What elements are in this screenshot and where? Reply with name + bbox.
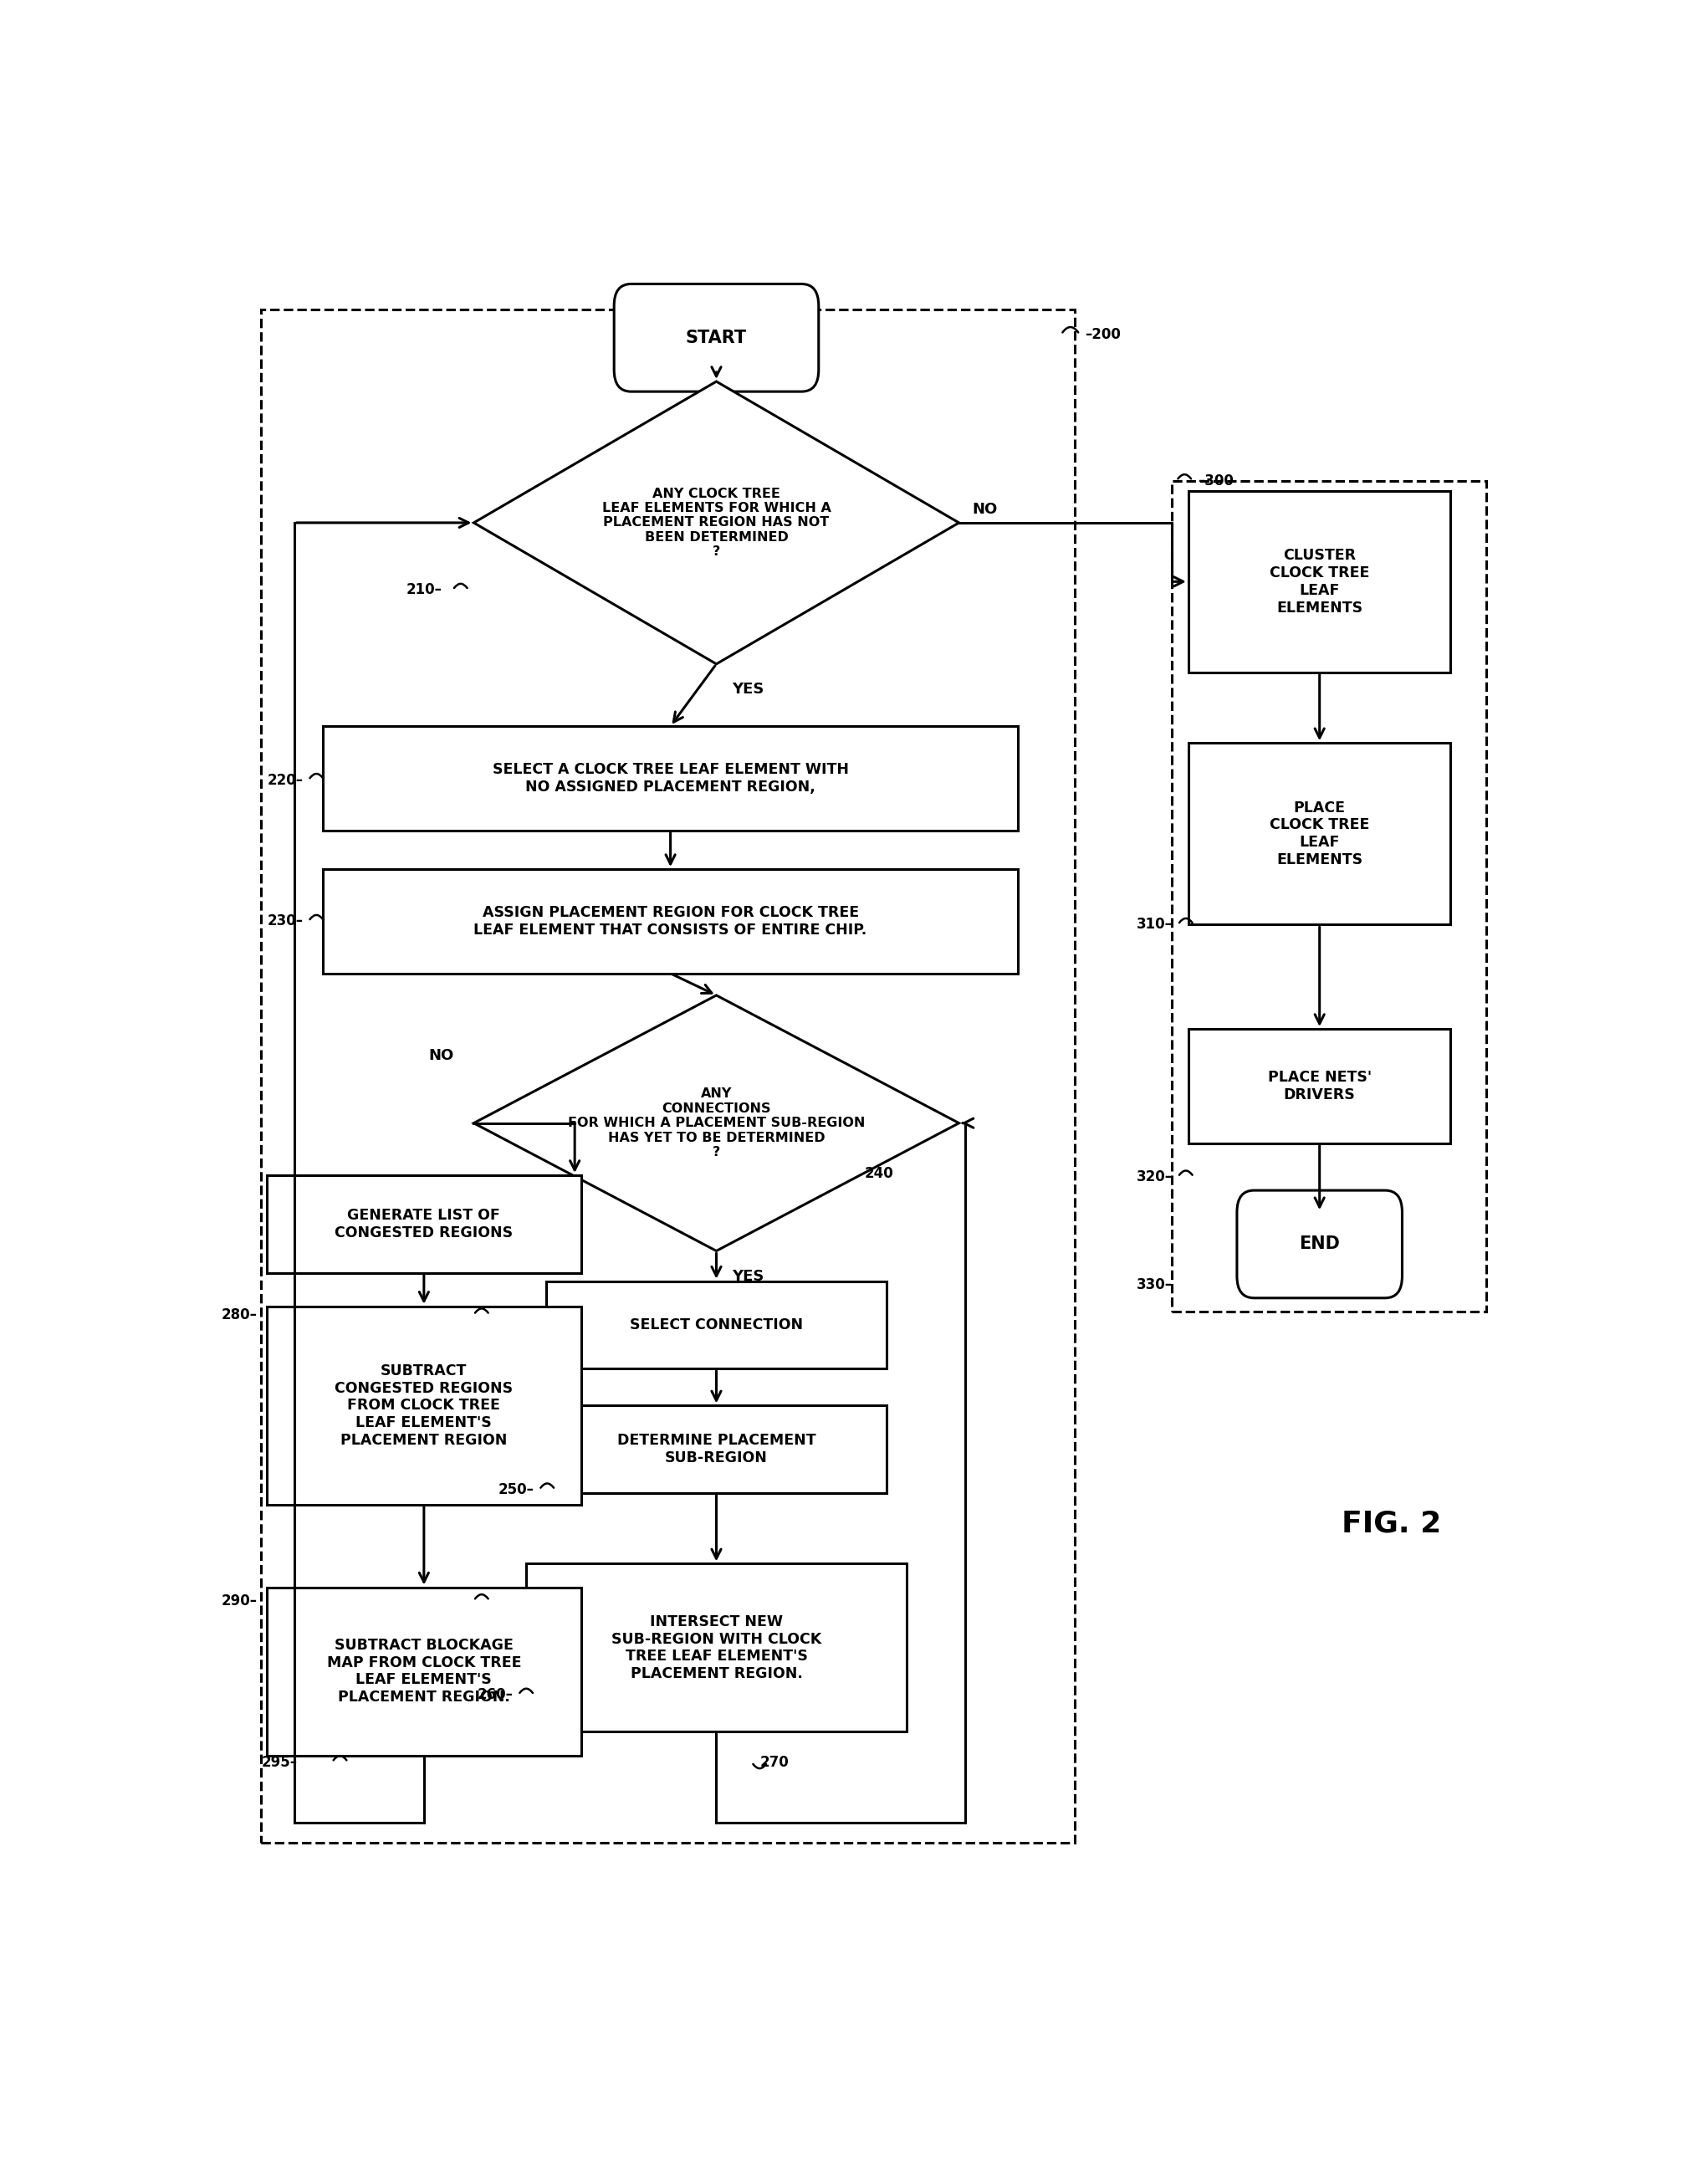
Text: ASSIGN PLACEMENT REGION FOR CLOCK TREE
LEAF ELEMENT THAT CONSISTS OF ENTIRE CHIP: ASSIGN PLACEMENT REGION FOR CLOCK TREE L… [474, 904, 866, 937]
Bar [1188, 743, 1450, 924]
Polygon shape [474, 382, 959, 664]
FancyBboxPatch shape [1237, 1190, 1403, 1297]
Bar [547, 1282, 887, 1369]
Text: 210–: 210– [406, 583, 442, 598]
Text: CLUSTER
CLOCK TREE
LEAF
ELEMENTS: CLUSTER CLOCK TREE LEAF ELEMENTS [1269, 548, 1369, 616]
Bar [1188, 1029, 1450, 1142]
Text: END: END [1299, 1236, 1340, 1254]
Bar [1171, 480, 1486, 1310]
Bar [267, 1306, 582, 1505]
Text: 220–: 220– [267, 773, 303, 788]
Text: ANY
CONNECTIONS
FOR WHICH A PLACEMENT SUB-REGION
HAS YET TO BE DETERMINED
?: ANY CONNECTIONS FOR WHICH A PLACEMENT SU… [569, 1088, 865, 1158]
Bar [547, 1406, 887, 1494]
Text: 320–: 320– [1137, 1168, 1173, 1184]
Text: –200: –200 [1085, 328, 1120, 343]
Text: 250–: 250– [497, 1483, 535, 1498]
Text: INTERSECT NEW
SUB-REGION WITH CLOCK
TREE LEAF ELEMENT'S
PLACEMENT REGION.: INTERSECT NEW SUB-REGION WITH CLOCK TREE… [611, 1614, 821, 1682]
Text: YES: YES [733, 1269, 765, 1284]
Text: GENERATE LIST OF
CONGESTED REGIONS: GENERATE LIST OF CONGESTED REGIONS [335, 1208, 513, 1241]
Text: 270: 270 [760, 1754, 788, 1769]
Text: PLACE
CLOCK TREE
LEAF
ELEMENTS: PLACE CLOCK TREE LEAF ELEMENTS [1269, 799, 1369, 867]
Polygon shape [474, 996, 959, 1251]
Bar [526, 1564, 907, 1732]
Text: SUBTRACT
CONGESTED REGIONS
FROM CLOCK TREE
LEAF ELEMENT'S
PLACEMENT REGION: SUBTRACT CONGESTED REGIONS FROM CLOCK TR… [335, 1363, 513, 1448]
Text: 330–: 330– [1137, 1278, 1173, 1293]
Bar [267, 1588, 582, 1756]
Text: –300: –300 [1198, 474, 1233, 489]
Text: SELECT CONNECTION: SELECT CONNECTION [629, 1317, 804, 1332]
Bar [323, 869, 1019, 974]
Text: 240: 240 [865, 1166, 893, 1182]
Text: SUBTRACT BLOCKAGE
MAP FROM CLOCK TREE
LEAF ELEMENT'S
PLACEMENT REGION.: SUBTRACT BLOCKAGE MAP FROM CLOCK TREE LE… [327, 1638, 521, 1706]
Text: FIG. 2: FIG. 2 [1342, 1509, 1442, 1538]
Text: SELECT A CLOCK TREE LEAF ELEMENT WITH
NO ASSIGNED PLACEMENT REGION,: SELECT A CLOCK TREE LEAF ELEMENT WITH NO… [492, 762, 849, 795]
Text: 290–: 290– [222, 1592, 257, 1607]
Text: NO: NO [973, 502, 997, 518]
Bar [1188, 491, 1450, 673]
Text: DETERMINE PLACEMENT
SUB-REGION: DETERMINE PLACEMENT SUB-REGION [618, 1433, 816, 1465]
Text: 280–: 280– [222, 1308, 257, 1321]
Text: 310–: 310– [1137, 917, 1173, 933]
Bar [323, 727, 1019, 830]
Text: YES: YES [733, 681, 765, 697]
Bar [261, 310, 1074, 1843]
Text: 230–: 230– [267, 913, 303, 928]
Text: ANY CLOCK TREE
LEAF ELEMENTS FOR WHICH A
PLACEMENT REGION HAS NOT
BEEN DETERMINE: ANY CLOCK TREE LEAF ELEMENTS FOR WHICH A… [602, 487, 831, 559]
Text: 260–: 260– [477, 1688, 513, 1701]
Text: 295–: 295– [261, 1754, 298, 1769]
FancyBboxPatch shape [614, 284, 819, 391]
Text: START: START [685, 330, 746, 345]
Bar [267, 1175, 582, 1273]
Text: PLACE NETS'
DRIVERS: PLACE NETS' DRIVERS [1267, 1070, 1372, 1103]
Text: NO: NO [428, 1048, 453, 1064]
